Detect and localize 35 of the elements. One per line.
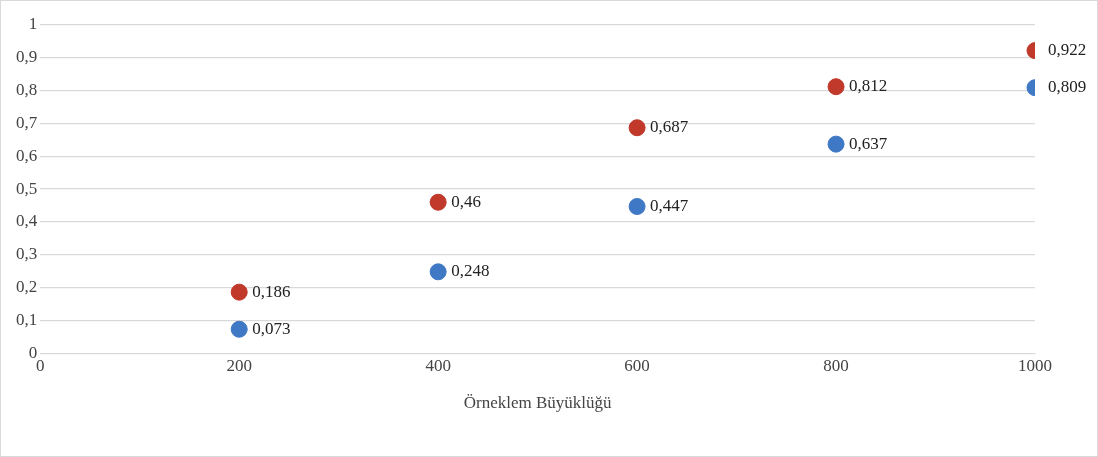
y-tick-label: 0	[28, 342, 38, 362]
x-tick-label: 800	[823, 355, 849, 375]
point	[429, 193, 447, 211]
y-tick-label: 0,2	[16, 277, 38, 297]
y-tick-label: 0,3	[16, 244, 38, 264]
data-label: 0,922	[1048, 40, 1087, 60]
point	[230, 283, 248, 301]
x-tick-label: 600	[624, 355, 650, 375]
data-label: 0,186	[252, 281, 291, 301]
y-tick-label: 0,9	[16, 47, 38, 67]
data-label: 0,637	[849, 133, 888, 153]
data-label: 0,809	[1048, 77, 1087, 97]
y-tick-label: 0,7	[16, 112, 38, 132]
y-tick-label: 0,8	[16, 80, 38, 100]
y-tick-label: 1	[28, 14, 38, 34]
point	[429, 263, 447, 281]
y-tick-label: 0,6	[16, 145, 38, 165]
point	[230, 320, 248, 338]
x-tick-label: 1000	[1018, 355, 1052, 375]
y-tick-label: 0,1	[16, 309, 38, 329]
data-label: 0,46	[451, 191, 481, 211]
data-label: 0,812	[849, 76, 888, 96]
data-label: 0,687	[650, 117, 689, 137]
point	[628, 198, 646, 215]
y-tick-label: 0,4	[16, 211, 38, 231]
x-axis-title: Örneklem Büyüklüğü	[463, 393, 613, 413]
point	[628, 119, 646, 137]
data-label: 0,447	[650, 195, 689, 215]
point	[827, 78, 845, 96]
data-label: 0,248	[451, 261, 490, 281]
x-tick-label: 200	[226, 355, 252, 375]
x-tick-label: 400	[425, 355, 451, 375]
data-label: 0,073	[252, 318, 291, 338]
y-tick-label: 0,5	[16, 178, 38, 198]
point	[827, 135, 845, 153]
